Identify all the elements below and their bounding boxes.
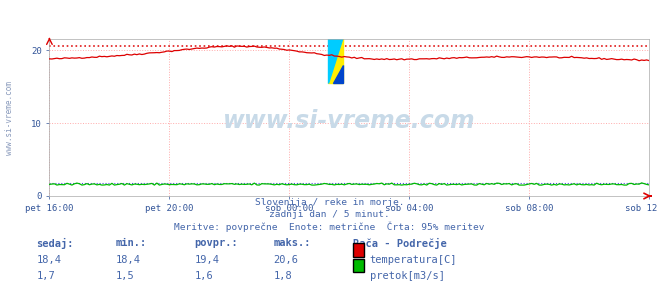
Text: 1,6: 1,6 — [194, 271, 213, 281]
Text: pretok[m3/s]: pretok[m3/s] — [370, 271, 445, 281]
Text: www.si-vreme.com: www.si-vreme.com — [5, 81, 14, 155]
Text: povpr.:: povpr.: — [194, 238, 238, 248]
Text: zadnji dan / 5 minut.: zadnji dan / 5 minut. — [269, 210, 390, 219]
Text: Slovenija / reke in morje.: Slovenija / reke in morje. — [255, 198, 404, 207]
Text: 1,5: 1,5 — [115, 271, 134, 281]
Polygon shape — [333, 65, 343, 83]
Text: maks.:: maks.: — [273, 238, 311, 248]
Polygon shape — [328, 36, 343, 83]
Text: 1,8: 1,8 — [273, 271, 292, 281]
Text: 1,7: 1,7 — [36, 271, 55, 281]
Polygon shape — [328, 36, 343, 83]
Text: sedaj:: sedaj: — [36, 238, 74, 249]
Text: 18,4: 18,4 — [115, 255, 140, 265]
Text: 20,6: 20,6 — [273, 255, 299, 265]
Text: 19,4: 19,4 — [194, 255, 219, 265]
Text: 18,4: 18,4 — [36, 255, 61, 265]
Text: www.si-vreme.com: www.si-vreme.com — [223, 109, 476, 133]
Text: min.:: min.: — [115, 238, 146, 248]
Text: temperatura[C]: temperatura[C] — [370, 255, 457, 265]
Text: Meritve: povprečne  Enote: metrične  Črta: 95% meritev: Meritve: povprečne Enote: metrične Črta:… — [174, 222, 485, 232]
Text: Rača - Podrečje: Rača - Podrečje — [353, 238, 446, 249]
